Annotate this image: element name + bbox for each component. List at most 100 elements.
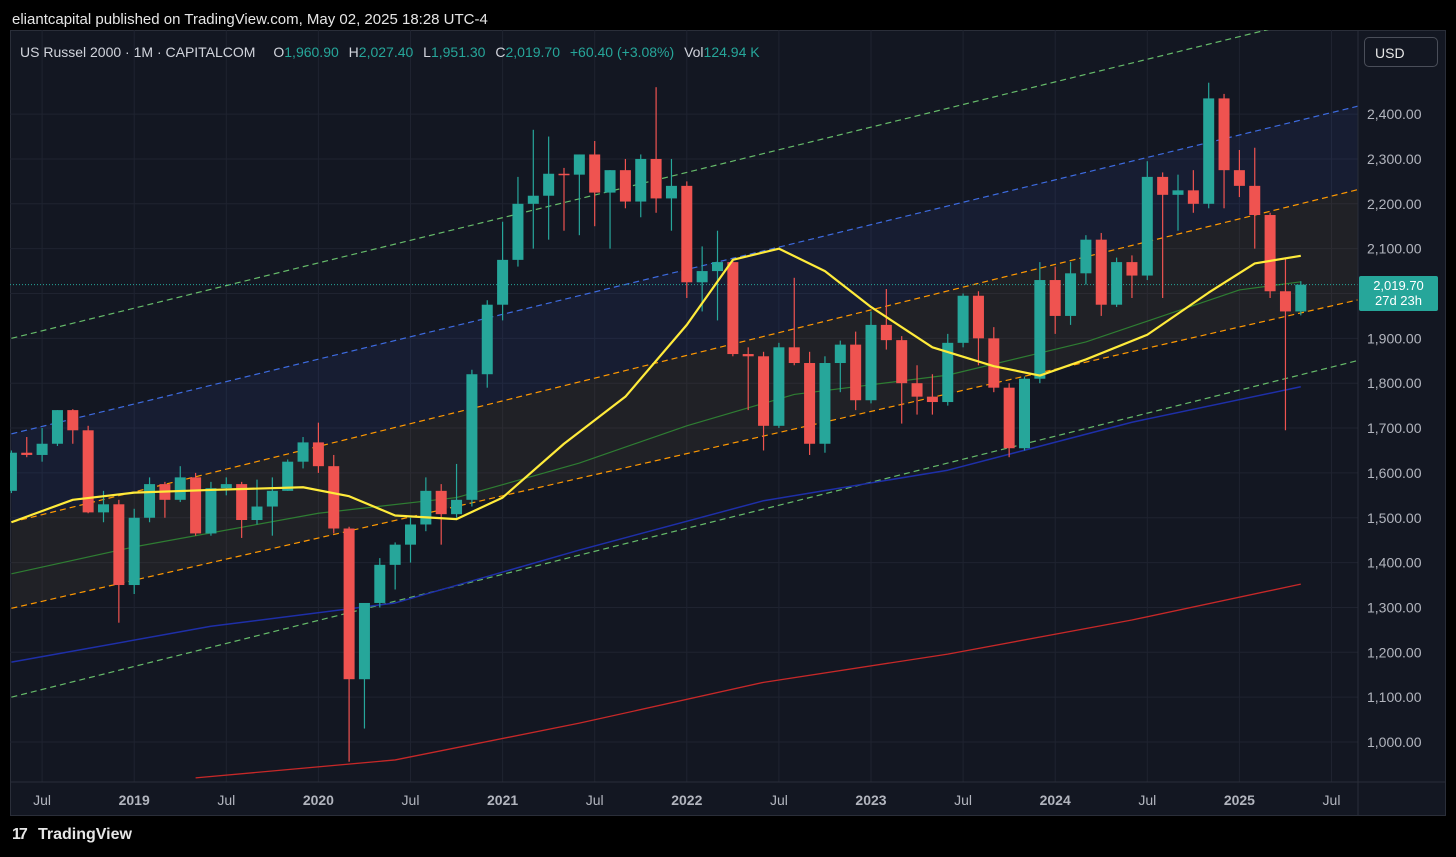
candle-up [220,484,232,489]
x-tick-label: Jul [217,792,235,808]
candle-down [926,396,938,403]
candle-up [957,295,969,343]
y-tick-label: 1,700.00 [1367,420,1422,436]
candle-up [128,517,140,586]
candle-up [10,452,17,491]
sma-yellow-line [11,247,1301,524]
candle-down [589,154,601,193]
candle-up [527,195,539,204]
candle-up [773,347,785,426]
candle-down [911,383,923,397]
sma-blue-line [11,386,1301,663]
candle-down [82,430,94,513]
volume-label: Vol [684,44,704,60]
candle-down [435,490,447,515]
candle-up [466,374,478,500]
candle-up [696,271,708,283]
y-tick-label: 1,200.00 [1367,644,1422,660]
low-label: L [423,44,431,60]
candle-down [343,528,355,680]
high-label: H [348,44,359,60]
sma-red-line [195,583,1301,779]
plot-area [10,30,1358,782]
candle-down [312,442,324,467]
footer: 17 TradingView [0,816,1456,857]
candle-down [758,356,770,426]
candle-down [788,347,800,364]
open-label: O [273,44,285,60]
channel-line-orange-upper [11,188,1358,523]
candle-down [190,477,202,534]
candle-down [1233,170,1245,186]
close-value: 2,019.70 [505,44,560,60]
brand-name: TradingView [38,826,132,843]
candle-down [804,363,816,444]
candle-up [98,504,109,513]
x-tick-label: 2022 [671,792,702,808]
candle-down [1095,239,1107,305]
x-tick-label: Jul [770,792,788,808]
x-tick-label: Jul [1138,792,1156,808]
channel-band-orange [11,189,1358,609]
y-tick-label: 1,300.00 [1367,599,1422,615]
channel-line-orange-lower [11,299,1358,609]
y-tick-label: 2,400.00 [1367,106,1422,122]
candle-down [1049,280,1061,316]
candle-down [1249,185,1261,216]
candle-down [619,170,631,202]
candle-down [988,338,1000,388]
last-price-tag: 2,019.70 27d 23h [1359,276,1438,311]
sma-green-line [11,281,1301,575]
y-tick-label: 2,100.00 [1367,241,1422,257]
symbol-legend: US Russel 2000 · 1M · CAPITALCOM O1,960.… [20,44,760,60]
candle-up [174,477,186,500]
candle-down [850,344,862,401]
candle-down [896,340,908,384]
candle-up [1172,190,1184,195]
candle-up [51,410,63,444]
candle-up [635,158,647,202]
candle-up [1203,98,1215,204]
candle-up [36,443,48,455]
candle-down [67,410,79,431]
candle-up [712,262,723,272]
bar-countdown: 27d 23h [1375,293,1422,308]
y-tick-label: 1,600.00 [1367,465,1422,481]
candle-up [819,363,831,444]
y-tick-label: 1,400.00 [1367,555,1422,571]
candle-up [942,342,954,403]
y-tick-label: 2,200.00 [1367,196,1422,212]
published-by-text: eliantcapital published on TradingView.c… [12,11,488,28]
candle-up [374,564,386,603]
x-tick-label: 2025 [1224,792,1255,808]
candle-up [405,524,416,545]
x-tick-label: Jul [954,792,972,808]
candle-down [880,324,892,341]
candle-down [328,466,340,529]
channel-line-green-lower [11,359,1358,698]
candle-down [113,504,125,586]
candle-down [1187,190,1199,204]
candle-up [389,544,401,565]
channel-line-green-upper [11,30,1269,339]
close-label: C [495,44,506,60]
tradingview-brand[interactable]: 17 TradingView [12,826,132,844]
y-tick-label: 1,500.00 [1367,510,1422,526]
y-tick-label: 1,800.00 [1367,375,1422,391]
x-tick-label: 2024 [1040,792,1071,808]
candle-up [665,185,677,199]
candle-up [266,490,278,507]
price-chart[interactable]: 1,000.00 1,100.00 1,200.00 1,300.00 1,400.00… [10,30,1446,816]
x-tick-label: Jul [33,792,51,808]
x-tick-label: Jul [1323,792,1341,808]
candle-down [558,173,570,176]
x-tick-label: 2020 [303,792,334,808]
x-tick-label: 2023 [855,792,886,808]
currency-button[interactable]: USD [1364,37,1438,67]
volume-value: 124.94 K [703,44,760,60]
candle-down [742,354,754,357]
candle-up [573,154,585,175]
candle-down [727,262,739,355]
candle-down [21,452,33,455]
candle-down [972,295,984,339]
